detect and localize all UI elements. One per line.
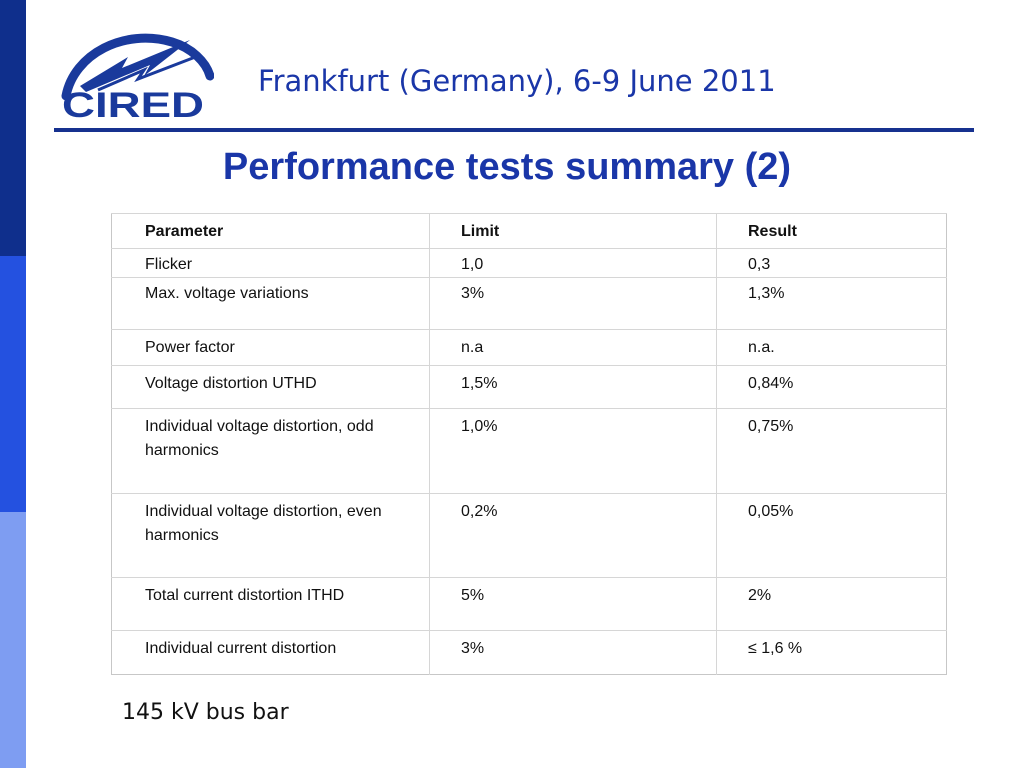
table-row: Total current distortion ITHD 5% 2% bbox=[111, 577, 947, 631]
cell-limit: 3% bbox=[429, 277, 717, 330]
left-band-dark bbox=[0, 0, 26, 256]
cell-result: 0,05% bbox=[716, 493, 947, 578]
bus-bar-caption: 145 kV bus bar bbox=[122, 700, 289, 725]
cell-parameter: Individual voltage distortion, even harm… bbox=[111, 493, 430, 578]
table-row: Individual voltage distortion, even harm… bbox=[111, 493, 947, 578]
cell-parameter: Individual voltage distortion, odd harmo… bbox=[111, 408, 430, 494]
cell-result: n.a. bbox=[716, 329, 947, 366]
cell-limit: 5% bbox=[429, 577, 717, 631]
table-header-row: Parameter Limit Result bbox=[111, 213, 947, 249]
cell-limit: 3% bbox=[429, 630, 717, 675]
event-line: Frankfurt (Germany), 6-9 June 2011 bbox=[258, 64, 776, 98]
cell-result: 0,84% bbox=[716, 365, 947, 409]
cell-result: 1,3% bbox=[716, 277, 947, 330]
cell-result: ≤ 1,6 % bbox=[716, 630, 947, 675]
cell-parameter: Individual current distortion bbox=[111, 630, 430, 675]
column-header-parameter: Parameter bbox=[111, 213, 430, 249]
cell-limit: 1,0 bbox=[429, 248, 717, 278]
left-band-light bbox=[0, 512, 26, 768]
cell-limit: 0,2% bbox=[429, 493, 717, 578]
cell-limit: 1,5% bbox=[429, 365, 717, 409]
slide-title: Performance tests summary (2) bbox=[222, 146, 792, 188]
table-row: Voltage distortion UTHD 1,5% 0,84% bbox=[111, 365, 947, 409]
table-row: Power factor n.a n.a. bbox=[111, 329, 947, 366]
column-header-result: Result bbox=[716, 213, 947, 249]
cell-parameter: Max. voltage variations bbox=[111, 277, 430, 330]
table-row: Individual voltage distortion, odd harmo… bbox=[111, 408, 947, 494]
table-row: Flicker 1,0 0,3 bbox=[111, 248, 947, 278]
cell-limit: n.a bbox=[429, 329, 717, 366]
cell-parameter: Total current distortion ITHD bbox=[111, 577, 430, 631]
performance-table: Parameter Limit Result Flicker 1,0 0,3 M… bbox=[111, 213, 947, 675]
cell-parameter: Power factor bbox=[111, 329, 430, 366]
cell-result: 0,75% bbox=[716, 408, 947, 494]
header-divider bbox=[54, 128, 974, 132]
column-header-limit: Limit bbox=[429, 213, 717, 249]
cell-result: 0,3 bbox=[716, 248, 947, 278]
table-row: Individual current distortion 3% ≤ 1,6 % bbox=[111, 630, 947, 675]
cell-parameter: Voltage distortion UTHD bbox=[111, 365, 430, 409]
logo-text: CIRED bbox=[62, 86, 204, 122]
cell-parameter: Flicker bbox=[111, 248, 430, 278]
cell-result: 2% bbox=[716, 577, 947, 631]
table-row: Max. voltage variations 3% 1,3% bbox=[111, 277, 947, 330]
cired-logo: CIRED bbox=[58, 30, 214, 122]
left-band-medium bbox=[0, 256, 26, 512]
cell-limit: 1,0% bbox=[429, 408, 717, 494]
